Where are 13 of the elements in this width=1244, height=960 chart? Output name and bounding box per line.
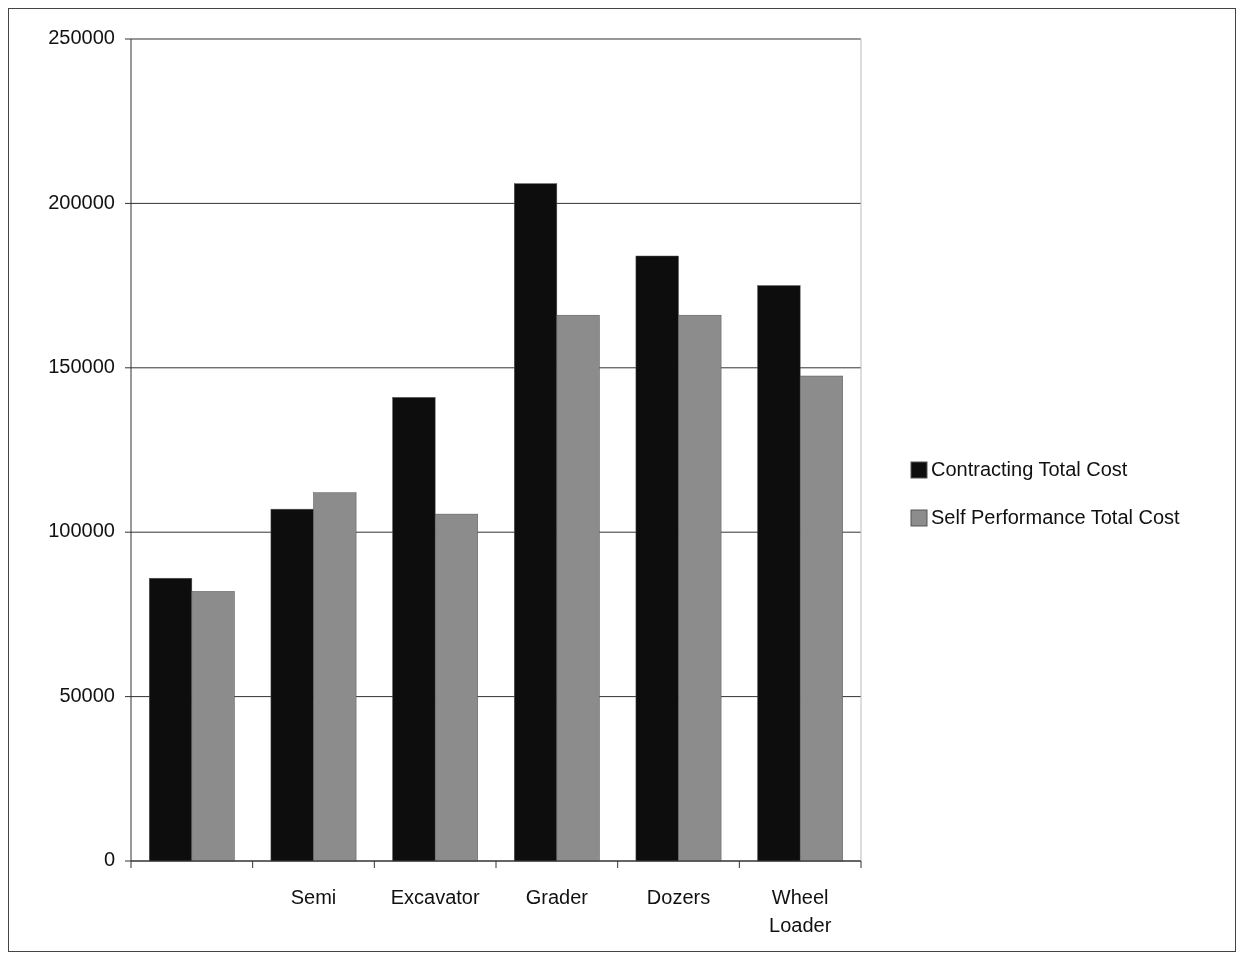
y-tick-label: 250000 (48, 26, 115, 49)
legend-label: Self Performance Total Cost (931, 506, 1181, 529)
x-tick-label: Wheel Loader (769, 886, 832, 936)
y-tick-label: 100000 (48, 519, 115, 542)
legend-label: Contracting Total Cost (931, 458, 1128, 481)
y-tick-label: 200000 (48, 190, 115, 213)
y-tick-label: 50000 (59, 683, 115, 706)
y-tick-label: 150000 (48, 355, 115, 378)
x-tick-label: Grader (525, 886, 589, 908)
x-tick-label: Dozers (646, 886, 711, 908)
x-tick-label: Excavator (390, 886, 480, 908)
y-tick-label: 0 (103, 848, 115, 871)
x-tick-label: Semi (290, 886, 337, 908)
